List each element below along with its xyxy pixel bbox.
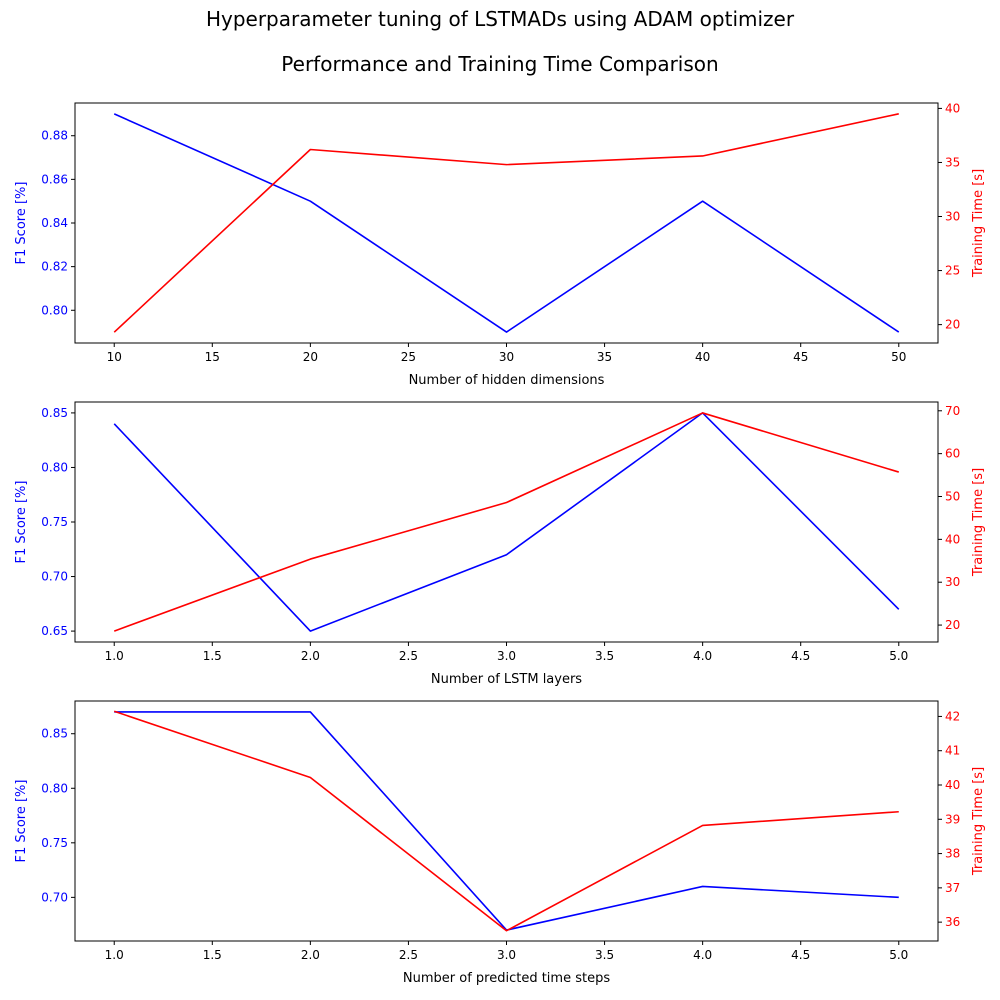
y-right-tick-label: 35 (945, 155, 960, 169)
x-tick-label: 35 (597, 350, 612, 364)
f1-score-line (114, 711, 899, 931)
x-tick-label: 50 (891, 350, 906, 364)
x-tick-label: 3.5 (595, 649, 614, 663)
x-tick-label: 4.5 (791, 649, 810, 663)
y-left-tick-label: 0.84 (41, 216, 68, 230)
x-tick-label: 1.0 (105, 649, 124, 663)
y-left-tick-label: 0.86 (41, 172, 68, 186)
y-left-tick-label: 0.75 (41, 515, 68, 529)
x-tick-label: 40 (695, 350, 710, 364)
y-left-tick-label: 0.85 (41, 727, 68, 741)
y-right-tick-label: 42 (945, 709, 960, 723)
y-left-tick-label: 0.80 (41, 781, 68, 795)
y-right-tick-label: 38 (945, 847, 960, 861)
y-right-tick-label: 20 (945, 318, 960, 332)
y-left-tick-label: 0.65 (41, 624, 68, 638)
y-right-tick-label: 60 (945, 447, 960, 461)
x-tick-label: 4.5 (791, 948, 810, 962)
y-left-tick-label: 0.70 (41, 890, 68, 904)
x-tick-label: 2.5 (399, 649, 418, 663)
y-left-tick-label: 0.88 (41, 129, 68, 143)
y-right-tick-label: 70 (945, 404, 960, 418)
x-tick-label: 25 (401, 350, 416, 364)
y-left-tick-label: 0.70 (41, 570, 68, 584)
x-tick-label: 20 (303, 350, 318, 364)
y-left-axis-label: F1 Score [%] (14, 780, 29, 863)
subplot-1: 10 15 20 25 30 35 40 45 50 Number of hidden dimen… (14, 101, 986, 388)
y-left-tick-label: 0.80 (41, 460, 68, 474)
y-right-tick-label: 40 (945, 532, 960, 546)
figure-title: Hyperparameter tuning of LSTMADs using A… (205, 7, 795, 31)
x-tick-label: 10 (107, 350, 122, 364)
x-tick-label: 3.5 (595, 948, 614, 962)
y-left-axis-label: F1 Score [%] (14, 182, 29, 265)
y-right-tick-label: 36 (945, 915, 960, 929)
subplot-3: 1.0 1.5 2.0 2.5 3.0 3.5 4.0 4.5 5.0 Number of pre… (14, 700, 986, 986)
subplot-2: 1.0 1.5 2.0 2.5 3.0 3.5 4.0 4.5 5.0 Number of LST… (14, 401, 986, 687)
x-tick-label: 2.5 (399, 948, 418, 962)
y-left-tick-label: 0.75 (41, 836, 68, 850)
y-right-axis-label: Training Time [s] (971, 767, 986, 876)
y-left-tick-label: 0.80 (41, 303, 68, 317)
x-tick-label: 5.0 (889, 948, 908, 962)
y-right-tick-label: 20 (945, 618, 960, 632)
y-right-tick-label: 30 (945, 575, 960, 589)
x-tick-label: 2.0 (301, 649, 320, 663)
y-right-tick-label: 30 (945, 210, 960, 224)
training-time-line (113, 412, 900, 632)
y-right-tick-label: 25 (945, 264, 960, 278)
y-right-tick-label: 50 (945, 490, 960, 504)
x-tick-label: 1.0 (105, 948, 124, 962)
y-right-axis-label: Training Time [s] (971, 468, 986, 577)
training-time-line (113, 710, 899, 932)
x-tick-label: 1.5 (203, 649, 222, 663)
x-tick-label: 5.0 (889, 649, 908, 663)
x-tick-label: 4.0 (693, 948, 712, 962)
y-left-tick-label: 0.82 (41, 260, 68, 274)
x-axis-label: Number of hidden dimensions (409, 373, 605, 388)
x-tick-label: 30 (499, 350, 514, 364)
y-right-tick-label: 39 (945, 812, 960, 826)
y-right-tick-label: 41 (945, 744, 960, 758)
x-tick-label: 2.0 (301, 948, 320, 962)
x-tick-label: 45 (793, 350, 808, 364)
x-tick-label: 3.0 (497, 649, 516, 663)
y-right-tick-label: 40 (945, 778, 960, 792)
x-axis-label: Number of predicted time steps (403, 971, 610, 986)
f1-score-line (113, 412, 900, 632)
axes-frame (74, 102, 939, 344)
y-left-tick-label: 0.85 (41, 406, 68, 420)
x-tick-label: 15 (205, 350, 220, 364)
axes-frame (74, 700, 939, 942)
axes-frame (74, 401, 939, 643)
y-right-tick-label: 37 (945, 881, 960, 895)
training-time-line (113, 113, 899, 333)
x-tick-label: 4.0 (693, 649, 712, 663)
x-tick-label: 3.0 (497, 948, 516, 962)
figure-subtitle: Performance and Training Time Comparison (281, 52, 719, 76)
x-axis-label: Number of LSTM layers (431, 672, 582, 687)
y-right-axis-label: Training Time [s] (971, 169, 986, 278)
y-right-tick-label: 40 (945, 101, 960, 115)
y-left-axis-label: F1 Score [%] (14, 481, 29, 564)
x-tick-label: 1.5 (203, 948, 222, 962)
